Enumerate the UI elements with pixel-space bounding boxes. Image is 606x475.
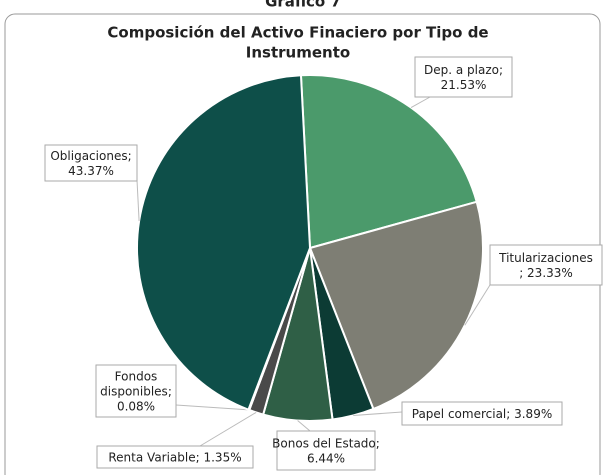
- label-box: [44, 144, 138, 182]
- leader-line: [297, 420, 311, 432]
- leader-line: [199, 411, 257, 447]
- label-box: [414, 56, 513, 98]
- data-label: Titularizaciones: [498, 251, 593, 265]
- data-label: 0.08%: [117, 400, 155, 414]
- leader-line: [410, 96, 431, 109]
- data-label: Dep. a plazo;: [424, 63, 503, 77]
- label-box: [96, 445, 254, 469]
- label-box: [401, 401, 563, 426]
- data-label: Renta Variable; 1.35%: [108, 451, 241, 465]
- data-label: 43.37%: [68, 164, 114, 178]
- label-box: [95, 364, 177, 418]
- leader-line: [464, 284, 491, 326]
- label-box: [276, 430, 376, 471]
- chart-title: Composición del Activo Finaciero por Tip…: [107, 24, 488, 42]
- data-label: 21.53%: [441, 78, 487, 92]
- leader-line: [175, 404, 249, 411]
- data-label: Bonos del Estado;: [272, 437, 380, 451]
- chart-header: Gráfico 7: [265, 0, 341, 11]
- data-label: Obligaciones;: [50, 149, 131, 163]
- leader-line: [353, 411, 403, 416]
- label-box: [489, 244, 603, 286]
- data-label: Fondos: [115, 370, 158, 384]
- pie-slice: [136, 74, 312, 411]
- leader-line: [136, 179, 140, 222]
- data-label: Papel comercial; 3.89%: [412, 407, 552, 421]
- data-label: ; 23.33%: [519, 266, 573, 280]
- chart-title: Instrumento: [246, 44, 350, 62]
- data-label: disponibles;: [100, 385, 172, 399]
- data-label: 6.44%: [307, 452, 345, 466]
